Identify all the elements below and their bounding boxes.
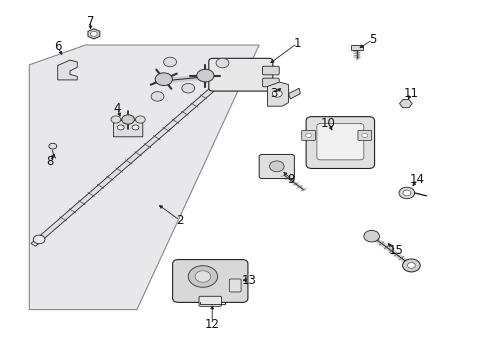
Polygon shape bbox=[267, 82, 288, 106]
Text: 4: 4 bbox=[113, 102, 121, 114]
Text: 7: 7 bbox=[86, 15, 94, 28]
FancyBboxPatch shape bbox=[199, 296, 221, 306]
Circle shape bbox=[117, 125, 124, 130]
Circle shape bbox=[216, 58, 228, 68]
Circle shape bbox=[272, 90, 282, 97]
Circle shape bbox=[33, 235, 45, 244]
Circle shape bbox=[402, 190, 410, 196]
Circle shape bbox=[305, 133, 311, 138]
Circle shape bbox=[195, 271, 210, 282]
Polygon shape bbox=[31, 71, 234, 246]
Circle shape bbox=[49, 143, 57, 149]
Text: 11: 11 bbox=[403, 87, 417, 100]
Text: 15: 15 bbox=[388, 244, 403, 257]
Text: 12: 12 bbox=[204, 318, 219, 331]
Polygon shape bbox=[88, 29, 100, 39]
FancyBboxPatch shape bbox=[316, 123, 363, 160]
Circle shape bbox=[363, 230, 379, 242]
Circle shape bbox=[151, 92, 163, 101]
FancyBboxPatch shape bbox=[262, 78, 279, 87]
Circle shape bbox=[182, 84, 194, 93]
Circle shape bbox=[111, 116, 121, 123]
Circle shape bbox=[361, 133, 367, 138]
Text: 5: 5 bbox=[368, 33, 376, 46]
Circle shape bbox=[398, 187, 414, 199]
Circle shape bbox=[135, 116, 145, 123]
Polygon shape bbox=[113, 120, 142, 137]
FancyBboxPatch shape bbox=[208, 58, 272, 91]
Polygon shape bbox=[29, 45, 259, 310]
Polygon shape bbox=[58, 60, 77, 80]
Text: 10: 10 bbox=[321, 117, 335, 130]
Text: 2: 2 bbox=[176, 214, 183, 227]
Text: 6: 6 bbox=[54, 40, 61, 53]
Polygon shape bbox=[399, 100, 411, 108]
Circle shape bbox=[90, 31, 97, 36]
Circle shape bbox=[196, 69, 214, 82]
Text: 13: 13 bbox=[242, 274, 256, 287]
Circle shape bbox=[155, 73, 172, 86]
FancyBboxPatch shape bbox=[305, 117, 374, 168]
Circle shape bbox=[132, 125, 139, 130]
Text: 9: 9 bbox=[287, 173, 295, 186]
Text: 8: 8 bbox=[46, 155, 54, 168]
Circle shape bbox=[188, 266, 217, 287]
Text: 3: 3 bbox=[269, 87, 277, 100]
Circle shape bbox=[122, 115, 134, 124]
FancyBboxPatch shape bbox=[301, 130, 315, 140]
Circle shape bbox=[402, 259, 419, 272]
Circle shape bbox=[269, 161, 284, 172]
Polygon shape bbox=[288, 88, 300, 99]
FancyBboxPatch shape bbox=[172, 260, 247, 302]
FancyBboxPatch shape bbox=[262, 66, 279, 75]
Circle shape bbox=[407, 262, 414, 268]
FancyBboxPatch shape bbox=[357, 130, 371, 140]
Text: 14: 14 bbox=[409, 173, 424, 186]
FancyBboxPatch shape bbox=[229, 279, 241, 292]
FancyBboxPatch shape bbox=[259, 154, 294, 179]
Text: 1: 1 bbox=[293, 37, 301, 50]
Circle shape bbox=[163, 57, 176, 67]
Bar bbox=[350, 45, 362, 50]
